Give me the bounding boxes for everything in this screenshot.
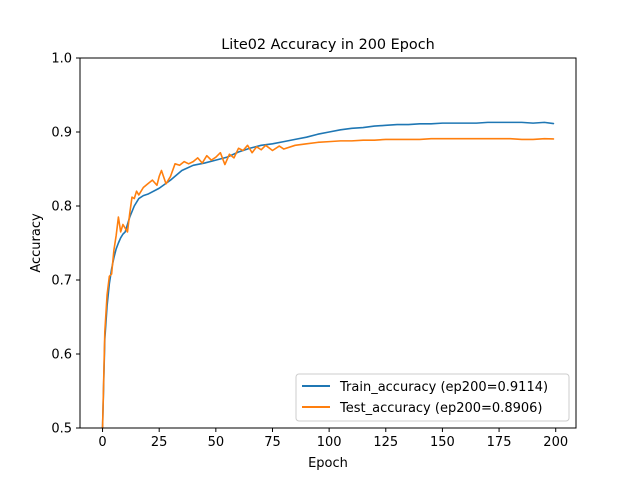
legend-label-train: Train_accuracy (ep200=0.9114) xyxy=(339,380,548,395)
legend: Train_accuracy (ep200=0.9114) Test_accur… xyxy=(295,373,570,422)
y-tick-label: 0.5 xyxy=(51,422,72,437)
y-tick-label: 1.0 xyxy=(51,52,72,67)
y-tick-label: 0.6 xyxy=(51,348,72,363)
train-accuracy-line xyxy=(101,121,555,429)
y-tick-label: 0.8 xyxy=(51,200,72,215)
x-tick-label: 175 xyxy=(487,435,512,450)
y-tick-label: 0.9 xyxy=(51,126,72,141)
x-tick-label: 125 xyxy=(373,435,398,450)
y-axis-label: Accuracy xyxy=(29,213,44,273)
series-layer xyxy=(101,121,555,429)
plot-area xyxy=(80,58,576,428)
x-tick-label: 150 xyxy=(430,435,455,450)
x-tick-label: 50 xyxy=(208,435,225,450)
y-axis-ticks: 0.5 0.6 0.7 0.8 0.9 1.0 xyxy=(51,52,80,437)
legend-label-test: Test_accuracy (ep200=0.8906) xyxy=(339,401,542,416)
test-accuracy-line xyxy=(101,137,555,429)
chart-title: Lite02 Accuracy in 200 Epoch xyxy=(221,37,434,53)
x-tick-label: 75 xyxy=(264,435,281,450)
legend-box xyxy=(295,373,570,422)
plot-frame xyxy=(79,57,577,429)
x-axis-ticks: 0 25 50 75 100 125 150 175 200 xyxy=(98,428,568,450)
x-tick-label: 100 xyxy=(317,435,342,450)
x-tick-label: 0 xyxy=(98,435,106,450)
y-tick-label: 0.7 xyxy=(51,274,72,289)
x-axis-label: Epoch xyxy=(308,456,348,471)
x-tick-label: 200 xyxy=(543,435,568,450)
x-tick-label: 25 xyxy=(151,435,168,450)
